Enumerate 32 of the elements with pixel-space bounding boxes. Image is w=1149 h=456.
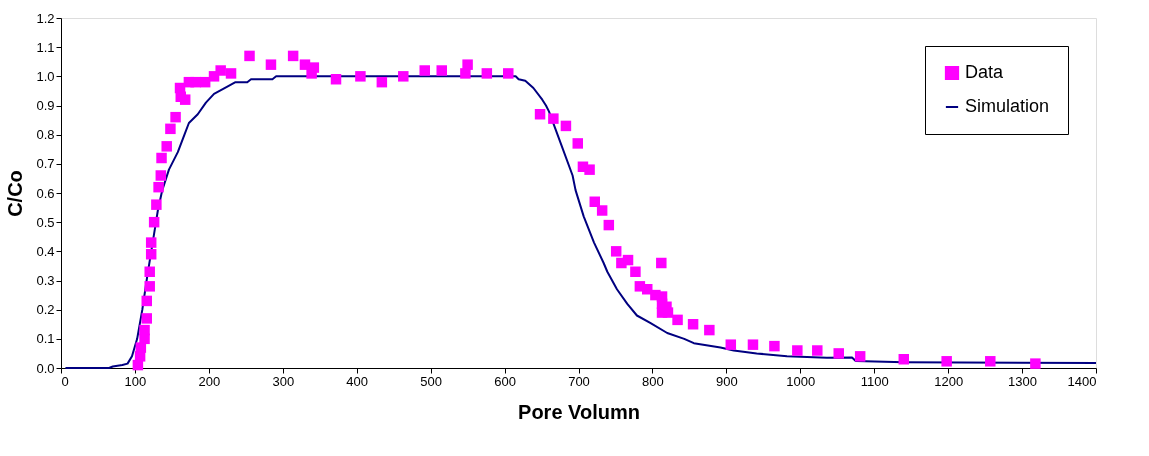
y-tick-label: 0.0 (36, 360, 55, 376)
x-tick-label: 900 (716, 373, 738, 389)
x-tick-label: 500 (420, 373, 442, 389)
y-tick-label: 1.1 (36, 39, 55, 55)
x-tick-label: 1200 (934, 373, 964, 389)
y-axis-title: C/Co (4, 170, 27, 217)
y-tick-label: 0.8 (36, 127, 55, 143)
y-tick-label: 0.4 (36, 243, 55, 259)
x-tick-label: 800 (642, 373, 664, 389)
x-tick-label: 1300 (1008, 373, 1038, 389)
y-tick-label: 0.3 (36, 273, 55, 288)
y-tick-label: 0.6 (36, 185, 55, 201)
y-tick-label: 0.7 (36, 156, 55, 172)
x-tick-label: 300 (272, 373, 295, 389)
y-tick-label: 0.1 (36, 331, 55, 347)
x-axis-title: Pore Volumn (518, 400, 640, 423)
y-tick-label: 0.5 (36, 214, 55, 230)
x-tick-label: 1000 (786, 373, 816, 389)
y-tick-label: 0.9 (36, 98, 55, 113)
x-tick-label: 100 (124, 373, 147, 389)
x-tick-label: 1400 (1067, 373, 1097, 389)
x-tick-label: 700 (568, 373, 590, 389)
x-tick-label: 0 (61, 373, 69, 389)
x-tick-label: 1100 (860, 373, 889, 389)
legend-label: Data (965, 62, 1005, 82)
y-tick-label: 1.0 (36, 68, 55, 84)
legend-label: Simulation (965, 96, 1050, 116)
x-tick-label: 200 (198, 373, 221, 389)
x-tick-label: 600 (494, 373, 516, 389)
x-tick-label: 400 (346, 373, 369, 389)
y-tick-label: 1.2 (36, 10, 55, 26)
y-tick-label: 0.2 (36, 302, 55, 318)
